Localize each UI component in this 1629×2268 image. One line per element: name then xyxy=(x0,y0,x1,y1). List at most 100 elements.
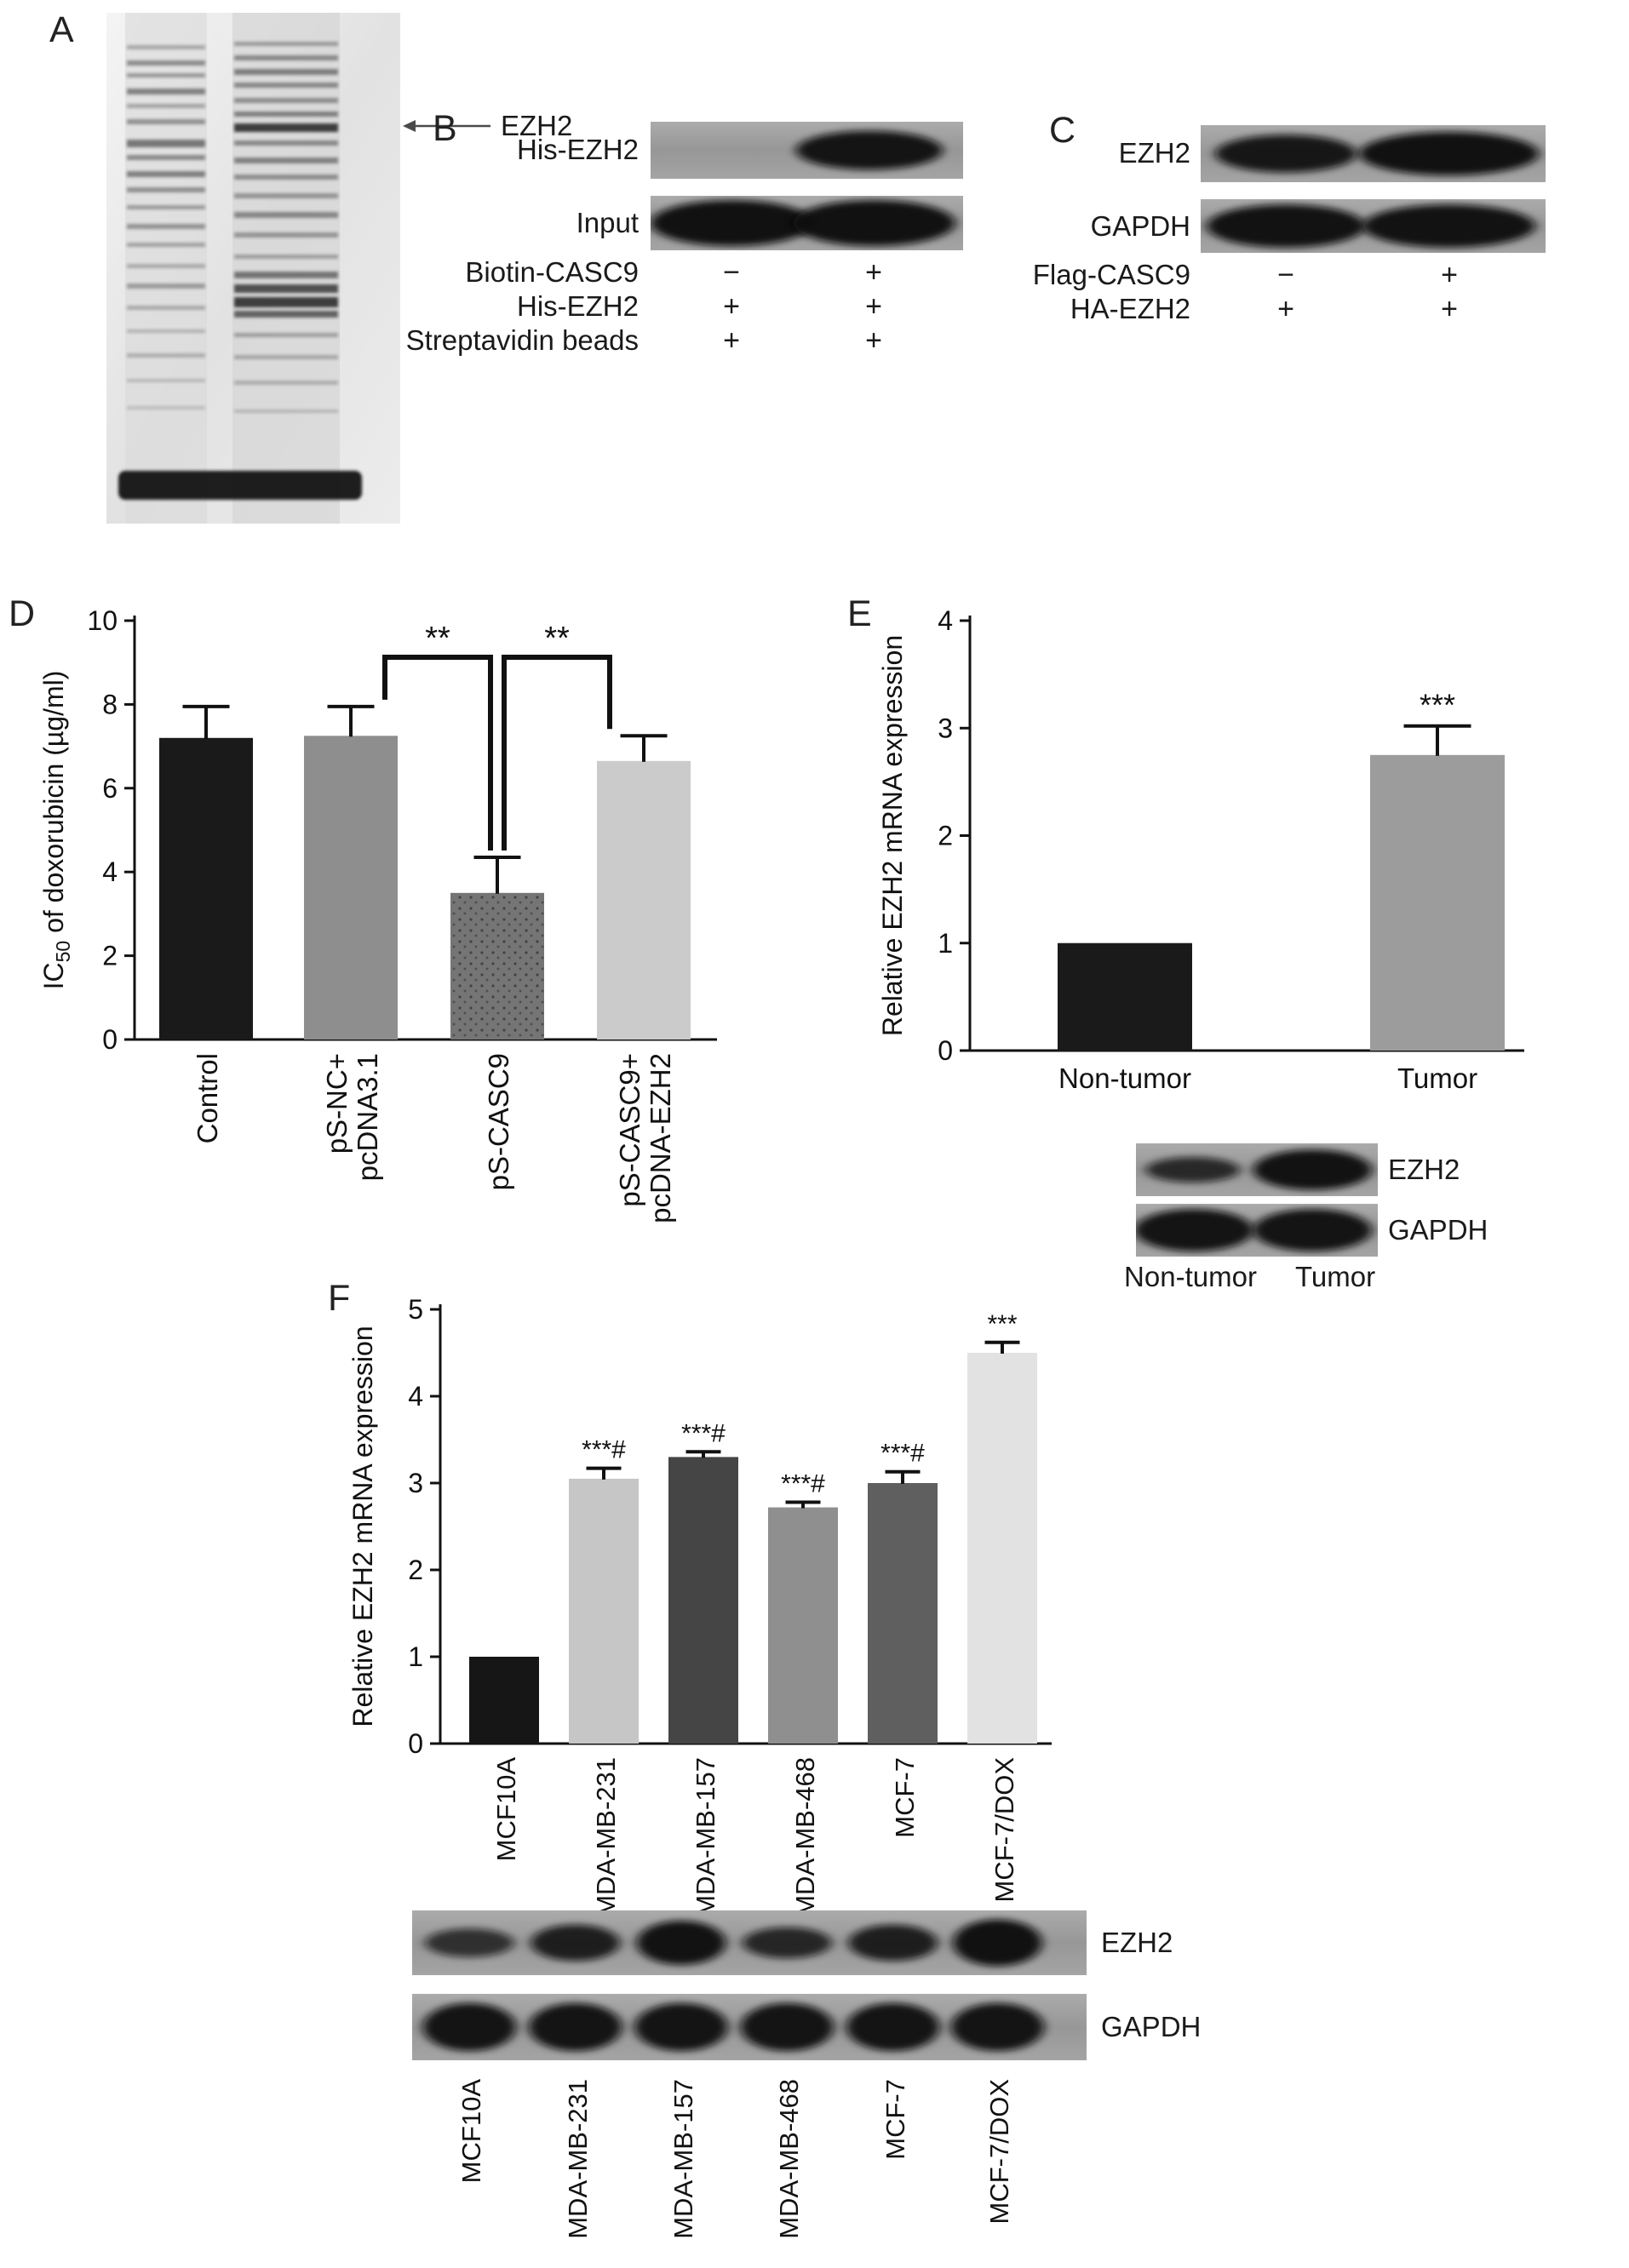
bar xyxy=(1058,942,1192,1051)
gel-band xyxy=(127,171,205,177)
protein-band xyxy=(422,2002,516,2052)
gel-band xyxy=(127,89,205,94)
lane-label: MDA-MB-157 xyxy=(668,2079,698,2239)
western-blot-input xyxy=(651,196,963,250)
panel-a-label: A xyxy=(49,9,74,50)
protein-band xyxy=(1145,1157,1241,1183)
gel-band xyxy=(127,140,205,147)
bracket-label: ** xyxy=(544,621,570,656)
protein-band xyxy=(1253,1149,1372,1190)
gel-dye-front-band xyxy=(118,471,362,500)
gel-band xyxy=(127,243,205,247)
bar-texture xyxy=(450,892,544,1040)
protein-band xyxy=(636,1921,726,1965)
condition-symbol: + xyxy=(865,290,882,323)
condition-label: His-EZH2 xyxy=(516,290,639,322)
y-tick-label: 10 xyxy=(87,605,118,636)
y-axis-title: Relative EZH2 mRNA expression xyxy=(877,635,908,1036)
blot-row-label-ezh2: EZH2 xyxy=(1118,137,1190,169)
bar xyxy=(768,1507,838,1744)
significance-label: *** xyxy=(987,1310,1017,1338)
blot-row-label-gapdh: GAPDH xyxy=(1101,2011,1202,2042)
bar-chart-ic50-doxorubicin: 0 2 4 6 8 10 IC50 of doxorubicin (µg/ml) Contro… xyxy=(38,605,717,1223)
bar xyxy=(159,737,253,1040)
bar-chart-ezh2-cell-lines: 0 1 2 3 4 5 Relative EZH2 mRNA expression MCF10… xyxy=(347,1294,1052,1917)
gel-band xyxy=(127,264,205,268)
x-category-label: pcDNA-EZH2 xyxy=(645,1053,676,1223)
gel-band xyxy=(234,69,338,75)
blot-row-label-input: Input xyxy=(576,207,639,238)
protein-band xyxy=(846,2002,940,2052)
gel-band xyxy=(234,83,338,88)
bar xyxy=(569,1478,639,1744)
blot-row-label-his-ezh2: His-EZH2 xyxy=(516,134,639,165)
gel-band xyxy=(234,410,338,413)
protein-band xyxy=(1215,135,1357,173)
silver-stain-gel xyxy=(106,13,400,524)
protein-band xyxy=(953,1919,1042,1967)
significance-label: *** xyxy=(1420,688,1455,723)
x-category-label: MDA-MB-468 xyxy=(790,1757,820,1917)
gel-band xyxy=(127,284,205,289)
gel-band xyxy=(127,119,205,124)
gel-band xyxy=(234,55,338,60)
condition-label: HA-EZH2 xyxy=(1070,293,1190,324)
y-tick-label: 8 xyxy=(102,689,118,719)
protein-band xyxy=(425,1928,514,1957)
y-tick-label: 2 xyxy=(408,1555,423,1585)
bar xyxy=(1370,754,1505,1051)
lane-label: MCF10A xyxy=(456,2079,486,2184)
lane-label: Tumor xyxy=(1294,1261,1376,1292)
y-tick-label: 5 xyxy=(408,1294,423,1325)
gel-band xyxy=(127,329,205,333)
gel-band xyxy=(234,112,338,117)
blot-lane-labels: MCF10A MDA-MB-231 MDA-MB-157 MDA-MB-468 … xyxy=(456,2079,1014,2239)
arrow-head xyxy=(403,120,416,132)
condition-symbol: + xyxy=(1277,293,1294,325)
gel-band xyxy=(127,60,205,66)
y-tick-label: 3 xyxy=(938,713,953,743)
protein-band xyxy=(529,2002,622,2052)
gel-band xyxy=(127,353,205,358)
gel-band xyxy=(234,158,338,163)
condition-label: Biotin-CASC9 xyxy=(465,256,639,288)
protein-band xyxy=(1359,132,1539,175)
bracket-label: ** xyxy=(425,621,450,656)
significance-bracket xyxy=(382,655,493,850)
protein-band xyxy=(950,2002,1045,2052)
gel-band xyxy=(127,187,205,192)
x-category-label: MDA-MB-157 xyxy=(691,1757,720,1917)
protein-band xyxy=(1253,1209,1372,1251)
significance-label: ***# xyxy=(781,1469,825,1498)
condition-symbol: + xyxy=(865,324,882,357)
significance-label: ***# xyxy=(880,1440,925,1468)
x-category-label: Control xyxy=(192,1053,223,1143)
condition-label: Streptavidin beads xyxy=(405,324,639,356)
western-blot-ezh2 xyxy=(1201,125,1546,182)
gel-band xyxy=(234,193,338,198)
gel-band xyxy=(234,272,338,278)
lane-label: MCF-7 xyxy=(880,2079,910,2160)
panel-b-label: B xyxy=(433,108,457,149)
lane-label: MCF-7/DOX xyxy=(984,2079,1014,2225)
gel-band xyxy=(127,379,205,382)
protein-band xyxy=(743,1927,832,1959)
y-tick-label: 6 xyxy=(102,773,118,804)
y-axis-title: IC50 of doxorubicin (µg/ml) xyxy=(38,671,74,990)
gel-band xyxy=(127,306,205,310)
protein-band xyxy=(848,1924,938,1962)
x-category-label: MDA-MB-231 xyxy=(591,1757,621,1917)
protein-band xyxy=(1136,1209,1253,1251)
panel-c-label: C xyxy=(1049,110,1076,151)
condition-symbol: + xyxy=(723,290,740,323)
y-tick-label: 2 xyxy=(938,821,953,851)
bar xyxy=(668,1457,738,1744)
condition-symbol: + xyxy=(865,256,882,289)
x-category-label: MCF-7 xyxy=(890,1757,920,1838)
condition-symbol: + xyxy=(1441,259,1458,291)
gel-band xyxy=(234,297,338,307)
western-blot-ezh2-tumor xyxy=(1136,1143,1378,1196)
bar xyxy=(597,760,691,1040)
gel-band xyxy=(127,73,205,77)
gel-band xyxy=(234,232,338,238)
